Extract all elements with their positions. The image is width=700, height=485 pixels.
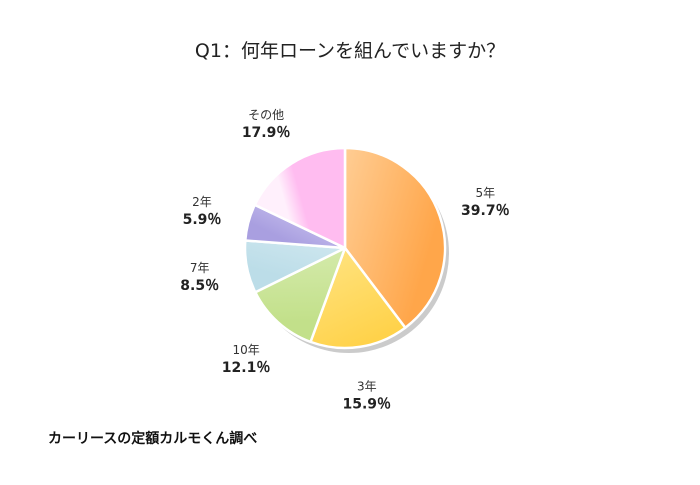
- slice-label: 3年: [357, 379, 377, 393]
- pie-slice: [254, 246, 347, 344]
- slice-label: 10年: [232, 343, 259, 357]
- slice-value-label: 39.7％: [461, 203, 510, 219]
- slice-value-label: 15.9％: [343, 396, 392, 412]
- source-note: カーリースの定額カルモくん調べ: [48, 431, 258, 447]
- pie-slices: [243, 146, 447, 350]
- slice-label: その他: [248, 108, 284, 122]
- slice-value-label: 17.9％: [242, 125, 291, 141]
- slice-value-label: 12.1％: [222, 360, 271, 376]
- chart-title: Q1：何年ローンを組んでいますか？: [194, 40, 506, 62]
- pie-slice: [309, 246, 407, 350]
- pie-labels: 5年 39.7％ 3年 15.9％ 10年 12.1％ 7年 8.5％ 2年 5.9％ その他 17.…: [180, 108, 509, 413]
- slice-label: 5年: [475, 186, 495, 200]
- slice-label: 2年: [192, 195, 212, 209]
- pie-slice: [343, 146, 447, 330]
- slice-label: 7年: [190, 261, 210, 275]
- slice-value-label: 5.9％: [183, 212, 222, 228]
- pie-slice: [253, 146, 347, 250]
- slice-value-label: 8.5％: [180, 278, 219, 294]
